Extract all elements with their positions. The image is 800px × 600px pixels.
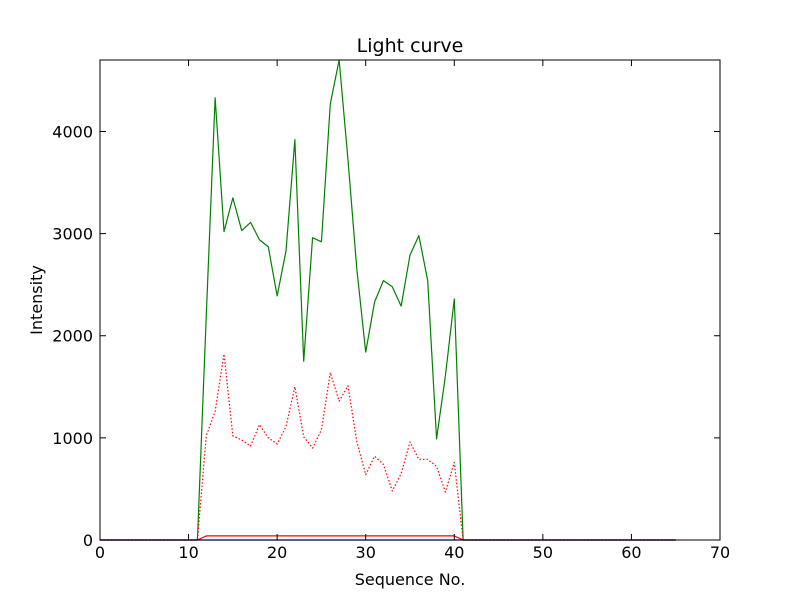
y-tick-label: 1000 [52,429,93,448]
x-axis-label: Sequence No. [355,570,466,589]
x-tick-label: 60 [621,543,641,562]
y-tick-label: 2000 [52,327,93,346]
plot-area [100,60,720,540]
x-tick-label: 50 [533,543,553,562]
x-tick-label: 20 [267,543,287,562]
y-tick-label: 3000 [52,225,93,244]
x-tick-label: 0 [95,543,105,562]
plot-frame [99,59,721,541]
x-tick-label: 40 [444,543,464,562]
y-tick-label: 4000 [52,122,93,141]
chart-title: Light curve [357,35,464,57]
y-axis-label: Intensity [27,265,46,335]
x-tick-label: 10 [178,543,198,562]
axes-layer [99,59,721,541]
x-tick-label: 70 [710,543,730,562]
ticks-layer: 0 10 20 30 40 50 60 70 0 1000 2000 3000 4000 [52,60,730,562]
x-tick-label: 30 [356,543,376,562]
y-tick-label: 0 [83,531,93,550]
